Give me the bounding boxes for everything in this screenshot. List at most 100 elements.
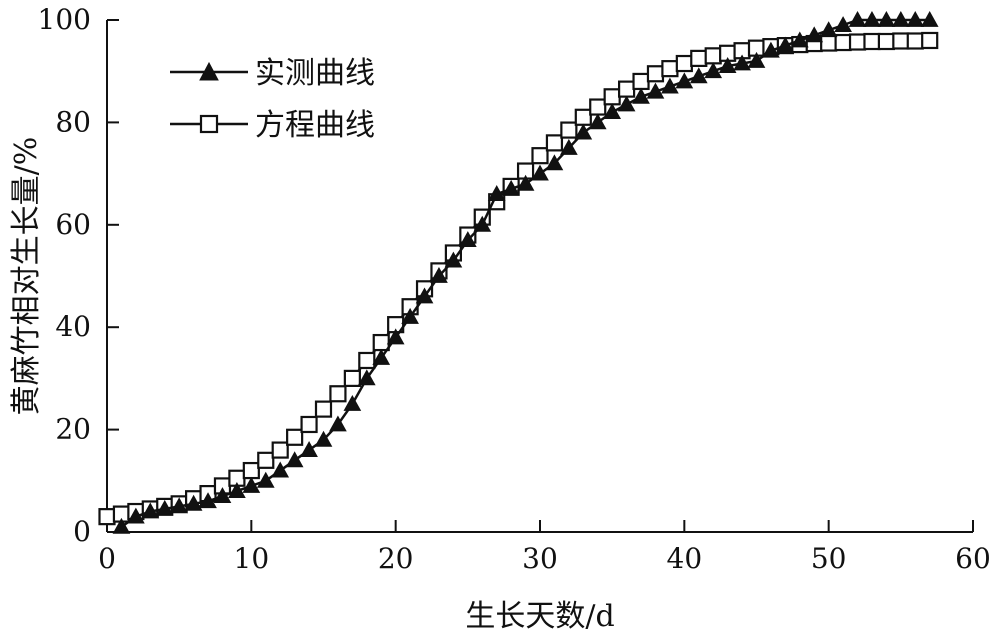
measured-point-16 — [343, 394, 362, 411]
measured-point-11 — [271, 461, 290, 478]
measured-point-47 — [790, 31, 809, 48]
x-axis-title: 生长天数/d — [465, 599, 614, 634]
measured-point-25 — [473, 215, 492, 232]
legend: 实测曲线 方程曲线 — [170, 56, 375, 143]
measured-point-28 — [516, 174, 535, 191]
measured-point-34 — [603, 103, 622, 120]
measured-point-37 — [646, 82, 665, 99]
x-tick-label-5: 50 — [811, 542, 847, 575]
y-tick-label-0: 0 — [73, 515, 91, 548]
model-point-39 — [661, 60, 679, 78]
series-line-1 — [106, 39, 930, 518]
measured-point-5 — [184, 494, 203, 511]
measured-point-20 — [401, 307, 419, 324]
legend-label-measured: 实测曲线 — [255, 56, 375, 91]
measured-point-33 — [588, 113, 607, 130]
measured-point-15 — [329, 415, 347, 432]
measured-point-7 — [213, 487, 232, 504]
measured-point-12 — [285, 451, 304, 468]
model-point-16 — [329, 385, 347, 403]
y-tick-label-1: 20 — [55, 413, 91, 446]
measured-point-30 — [545, 154, 564, 171]
model-point-31 — [545, 134, 564, 152]
model-point-56 — [906, 32, 924, 50]
measured-point-31 — [560, 138, 578, 155]
measured-point-50 — [834, 16, 852, 33]
series-layer — [98, 10, 939, 534]
measured-point-40 — [689, 67, 708, 84]
legend-marker-model — [199, 114, 219, 134]
model-point-36 — [617, 80, 636, 98]
legend-label-model: 方程曲线 — [255, 108, 375, 143]
model-point-30 — [531, 147, 549, 165]
model-point-55 — [892, 32, 910, 50]
model-point-12 — [271, 441, 289, 459]
measured-point-21 — [415, 287, 434, 304]
model-point-34 — [589, 98, 607, 116]
model-point-38 — [646, 65, 665, 83]
measured-point-54 — [891, 10, 910, 27]
x-tick-label-4: 40 — [667, 542, 703, 575]
model-point-33 — [574, 108, 592, 126]
measured-point-42 — [718, 57, 737, 73]
model-point-57 — [921, 31, 939, 50]
measured-point-43 — [733, 54, 751, 71]
y-axis-title: 黄麻竹相对生长量/% — [9, 137, 44, 416]
measured-point-14 — [314, 430, 333, 447]
labels-layer: 生长天数/d 黄麻竹相对生长量/% — [9, 137, 615, 634]
model-point-32 — [560, 121, 578, 139]
measured-point-29 — [531, 164, 549, 181]
measured-point-9 — [242, 476, 261, 493]
measured-point-3 — [155, 499, 174, 516]
model-point-40 — [675, 54, 693, 73]
measured-point-4 — [170, 497, 189, 514]
measured-point-52 — [863, 10, 881, 27]
y-tick-label-3: 60 — [55, 208, 91, 241]
x-tick-label-1: 10 — [234, 542, 270, 575]
model-point-51 — [834, 33, 852, 52]
measured-point-41 — [704, 62, 723, 79]
model-point-50 — [820, 34, 838, 52]
measured-point-13 — [300, 441, 318, 457]
model-point-13 — [286, 428, 304, 446]
measured-point-51 — [848, 10, 867, 27]
y-tick-label-4: 80 — [55, 105, 91, 138]
model-point-0 — [98, 508, 116, 526]
measured-point-0 — [112, 517, 131, 534]
measured-point-44 — [747, 51, 766, 68]
measured-point-6 — [199, 492, 217, 509]
model-point-18 — [358, 351, 376, 370]
measured-point-10 — [256, 471, 275, 488]
measured-point-39 — [675, 72, 694, 89]
measured-point-38 — [661, 77, 679, 94]
model-point-15 — [314, 400, 333, 418]
measured-point-32 — [574, 123, 593, 140]
measured-point-17 — [357, 369, 376, 386]
legend-marker-measured — [199, 61, 219, 81]
model-point-54 — [877, 32, 896, 51]
x-tick-label-3: 30 — [522, 542, 558, 575]
measured-point-19 — [386, 328, 405, 345]
measured-point-27 — [502, 179, 520, 196]
measured-point-56 — [920, 10, 939, 27]
measured-point-46 — [776, 36, 795, 53]
y-tick-label-2: 40 — [55, 310, 91, 343]
measured-point-35 — [617, 95, 636, 112]
x-tick-label-0: 0 — [98, 542, 116, 575]
model-point-52 — [848, 33, 867, 51]
measured-point-26 — [487, 185, 506, 201]
model-point-11 — [257, 451, 275, 469]
model-point-41 — [690, 49, 708, 68]
model-point-35 — [603, 88, 621, 106]
series-1 — [98, 31, 939, 526]
model-point-53 — [863, 32, 881, 51]
measured-point-22 — [430, 266, 448, 283]
measured-point-23 — [444, 251, 463, 268]
model-point-10 — [242, 461, 260, 480]
series-0 — [112, 10, 939, 534]
measured-point-2 — [141, 502, 160, 519]
measured-point-49 — [819, 21, 838, 38]
measured-point-36 — [632, 87, 650, 104]
